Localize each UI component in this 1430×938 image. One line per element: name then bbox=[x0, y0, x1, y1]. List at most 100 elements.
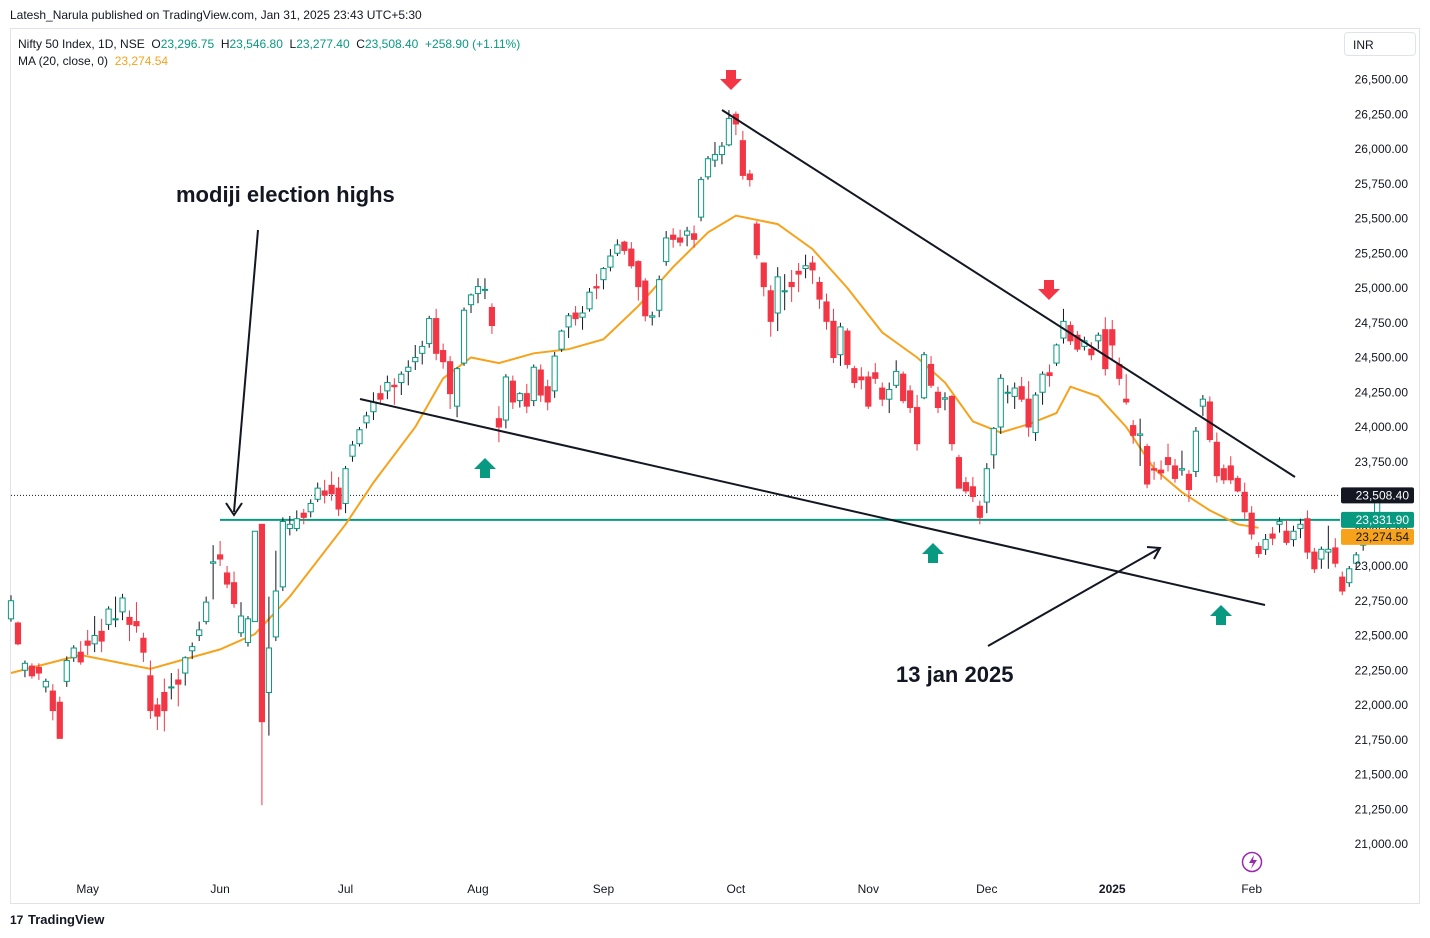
x-tick-label: Jun bbox=[210, 882, 229, 896]
candle-up bbox=[551, 351, 558, 398]
candle-body bbox=[1262, 539, 1269, 550]
candle-down bbox=[900, 371, 907, 404]
candle-body bbox=[119, 597, 126, 613]
annotations-layer: modiji election highs 13 jan 2025 bbox=[176, 70, 1263, 873]
candle-down bbox=[28, 663, 36, 679]
candle-body bbox=[1130, 425, 1137, 436]
axes-layer: 26,500.00 26,250.00 26,000.00 25,750.00 25,5… bbox=[76, 73, 1414, 896]
candle-down bbox=[934, 386, 942, 414]
candle-body bbox=[635, 261, 642, 288]
candle-down bbox=[914, 395, 921, 451]
legend-symbol[interactable]: Nifty 50 Index, 1D, NSE bbox=[18, 37, 145, 51]
y-tick-label: 24,000.00 bbox=[1355, 420, 1409, 434]
candle-body bbox=[230, 582, 238, 605]
candle-body bbox=[607, 255, 614, 268]
candle-up bbox=[1199, 395, 1206, 416]
candle-down bbox=[84, 629, 91, 655]
candle-up bbox=[893, 360, 900, 389]
candle-up bbox=[293, 510, 300, 532]
candle-body bbox=[321, 490, 328, 496]
candle-up bbox=[349, 440, 356, 462]
candle-body bbox=[49, 690, 56, 712]
price-label-text: 23,508.40 bbox=[1356, 488, 1410, 502]
candle-body bbox=[70, 647, 77, 659]
candle-down bbox=[670, 228, 677, 248]
candle-body bbox=[537, 369, 544, 396]
y-tick-label: 24,500.00 bbox=[1355, 351, 1409, 365]
candle-up bbox=[168, 673, 175, 700]
candle-down bbox=[1220, 464, 1227, 484]
candle-body bbox=[509, 380, 516, 403]
y-tick-label: 26,250.00 bbox=[1355, 107, 1409, 121]
candle-up bbox=[990, 427, 997, 469]
candle-body bbox=[795, 270, 802, 275]
currency-button[interactable]: INR bbox=[1344, 32, 1416, 56]
candle-up bbox=[586, 288, 593, 312]
candle-body bbox=[1339, 576, 1346, 592]
candle-body bbox=[56, 701, 63, 739]
candle-up bbox=[725, 110, 733, 147]
candle-up bbox=[802, 254, 809, 279]
candle-up bbox=[474, 278, 482, 304]
candle-down bbox=[962, 477, 969, 494]
candle-down bbox=[753, 221, 760, 259]
legend-close: 23,508.40 bbox=[364, 37, 419, 51]
candle-up bbox=[502, 374, 509, 429]
candle-body bbox=[168, 686, 175, 689]
candle-body bbox=[244, 618, 252, 643]
candle-down bbox=[858, 367, 865, 390]
candle-up bbox=[244, 616, 252, 647]
candle-body bbox=[384, 382, 391, 392]
candle-up bbox=[70, 645, 77, 662]
arrow-up-icon bbox=[1210, 605, 1232, 625]
candle-body bbox=[1025, 398, 1032, 428]
candle-body bbox=[426, 318, 433, 345]
candle-body bbox=[927, 363, 935, 386]
legend-ma-label[interactable]: MA (20, close, 0) bbox=[18, 54, 109, 68]
price-label-support: 23,331.90 bbox=[1341, 511, 1414, 528]
candle-down bbox=[49, 684, 56, 721]
candle-body bbox=[474, 286, 482, 295]
candle-body bbox=[704, 158, 712, 178]
candle-down bbox=[1088, 342, 1095, 361]
y-tick-label: 21,250.00 bbox=[1355, 802, 1409, 816]
candle-up bbox=[1011, 382, 1018, 409]
candle-down bbox=[1018, 376, 1025, 402]
candle-down bbox=[223, 566, 231, 589]
candle-down bbox=[1116, 357, 1123, 386]
candle-down bbox=[927, 356, 935, 389]
candle-up bbox=[607, 249, 614, 272]
candle-down bbox=[788, 269, 795, 302]
candle-body bbox=[147, 675, 154, 712]
annotation-jan-13: 13 jan 2025 bbox=[896, 662, 1013, 687]
x-tick-label: Dec bbox=[976, 882, 997, 896]
candle-up bbox=[663, 231, 670, 266]
candle-down bbox=[509, 375, 516, 409]
candle-body bbox=[217, 554, 224, 560]
candle-body bbox=[516, 393, 523, 402]
y-tick-label: 21,000.00 bbox=[1355, 837, 1409, 851]
candle-down bbox=[1130, 420, 1137, 444]
candle-up bbox=[210, 545, 217, 600]
candle-body bbox=[391, 384, 398, 388]
legend-high: 23,546.80 bbox=[229, 37, 283, 51]
candle-body bbox=[948, 395, 956, 445]
candle-up bbox=[251, 530, 259, 623]
candle-up bbox=[1032, 392, 1039, 441]
tradingview-logo[interactable]: 17 TradingView bbox=[10, 912, 104, 927]
candle-up bbox=[711, 142, 719, 168]
candle-body bbox=[63, 660, 70, 682]
candle-up bbox=[426, 315, 433, 348]
candle-down bbox=[969, 477, 976, 503]
upper-trendline bbox=[721, 109, 1296, 478]
candle-body bbox=[265, 647, 272, 693]
candle-down bbox=[955, 454, 963, 489]
price-label-text: 23,274.54 bbox=[1356, 530, 1410, 544]
candle-body bbox=[697, 179, 705, 218]
arrow-down-icon bbox=[720, 70, 742, 90]
candle-down bbox=[739, 130, 746, 180]
candle-up bbox=[119, 593, 126, 621]
candles-layer bbox=[7, 110, 1381, 806]
candle-body bbox=[1269, 533, 1276, 539]
